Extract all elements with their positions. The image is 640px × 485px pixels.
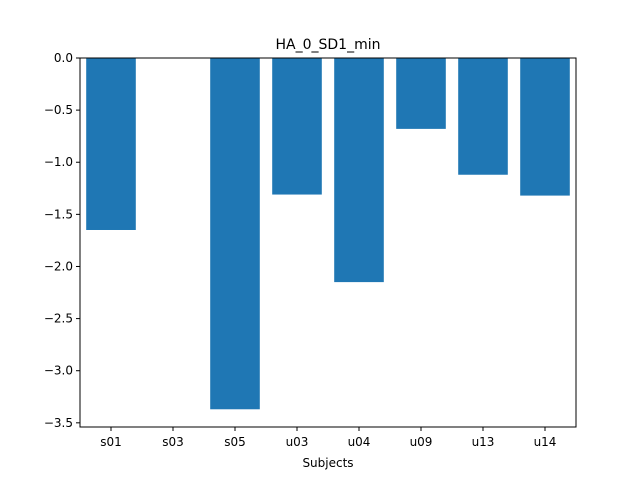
y-tick-label: −1.5 [44, 207, 73, 221]
y-tick-label: −2.5 [44, 312, 73, 326]
y-tick-label: 0.0 [54, 51, 73, 65]
x-tick-label: s05 [224, 435, 246, 449]
y-tick-label: −2.0 [44, 259, 73, 273]
y-tick-label: −1.0 [44, 155, 73, 169]
bar-s05 [210, 58, 260, 410]
bar-u04 [334, 58, 384, 283]
x-tick-label: u14 [534, 435, 557, 449]
y-tick-label: −3.0 [44, 364, 73, 378]
bar-u09 [396, 58, 446, 129]
x-axis-label: Subjects [302, 456, 353, 470]
x-tick-label: s01 [100, 435, 122, 449]
plot-frame [79, 57, 577, 428]
x-tick-label: u03 [286, 435, 309, 449]
x-tick-label: u13 [472, 435, 495, 449]
x-axis-ticks: s01 s03 s05 u03 u04 u09 u13 u14 [100, 427, 556, 449]
x-tick-label: u04 [348, 435, 371, 449]
chart-title: HA_0_SD1_min [276, 37, 381, 53]
bar-u13 [458, 58, 508, 175]
y-axis-ticks: 0.0 −0.5 −1.0 −1.5 −2.0 −2.5 −3.0 −3.5 [44, 51, 80, 430]
y-tick-label: −0.5 [44, 103, 73, 117]
bar-s01 [86, 58, 136, 230]
bar-u03 [272, 58, 322, 195]
x-tick-label: s03 [162, 435, 184, 449]
bar-u14 [520, 58, 570, 196]
x-tick-label: u09 [410, 435, 433, 449]
y-tick-label: −3.5 [44, 416, 73, 430]
bars-group [86, 58, 570, 410]
